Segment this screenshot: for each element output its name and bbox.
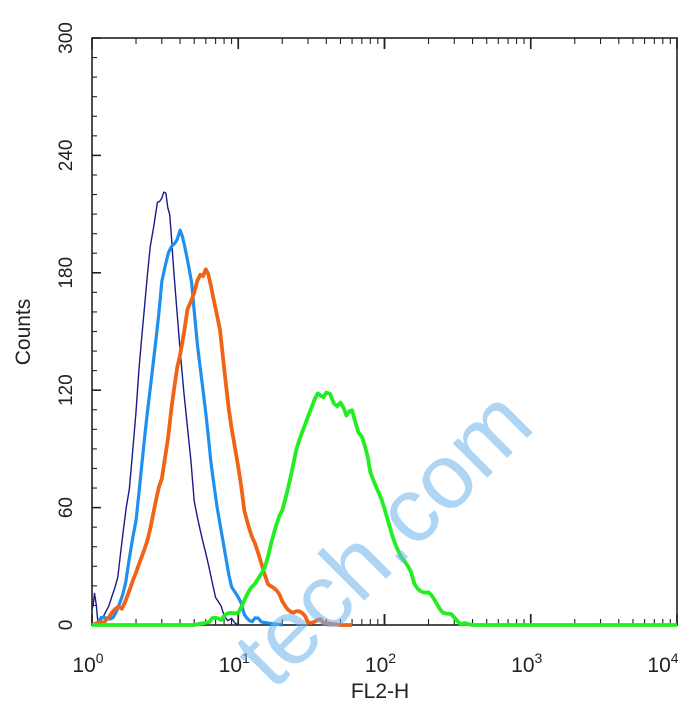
x-tick-label: 100 <box>72 650 103 677</box>
y-tick-label: 300 <box>56 22 77 54</box>
y-tick-label: 60 <box>56 497 77 518</box>
x-tick-label: 103 <box>511 650 542 677</box>
y-tick-labels: 0 60 120 180 240 300 <box>56 22 77 630</box>
x-tick-labels: 100 101 102 103 104 <box>72 650 678 677</box>
major-ticks <box>91 37 678 626</box>
y-tick-label: 180 <box>56 257 77 289</box>
x-tick-label: 101 <box>219 650 250 677</box>
y-tick-label: 120 <box>56 374 77 406</box>
x-tick-label: 102 <box>365 650 396 677</box>
series-lines <box>91 191 677 627</box>
series-line-3 <box>91 267 353 627</box>
y-tick-label: 0 <box>56 620 77 631</box>
y-tick-label: 240 <box>56 140 77 172</box>
series-line-2 <box>91 228 283 627</box>
series-line-4 <box>92 390 677 627</box>
y-axis-title: Counts <box>12 299 35 366</box>
x-tick-label: 104 <box>647 650 678 677</box>
series-line-1 <box>91 191 239 626</box>
x-axis-title: FL2-H <box>351 680 409 703</box>
